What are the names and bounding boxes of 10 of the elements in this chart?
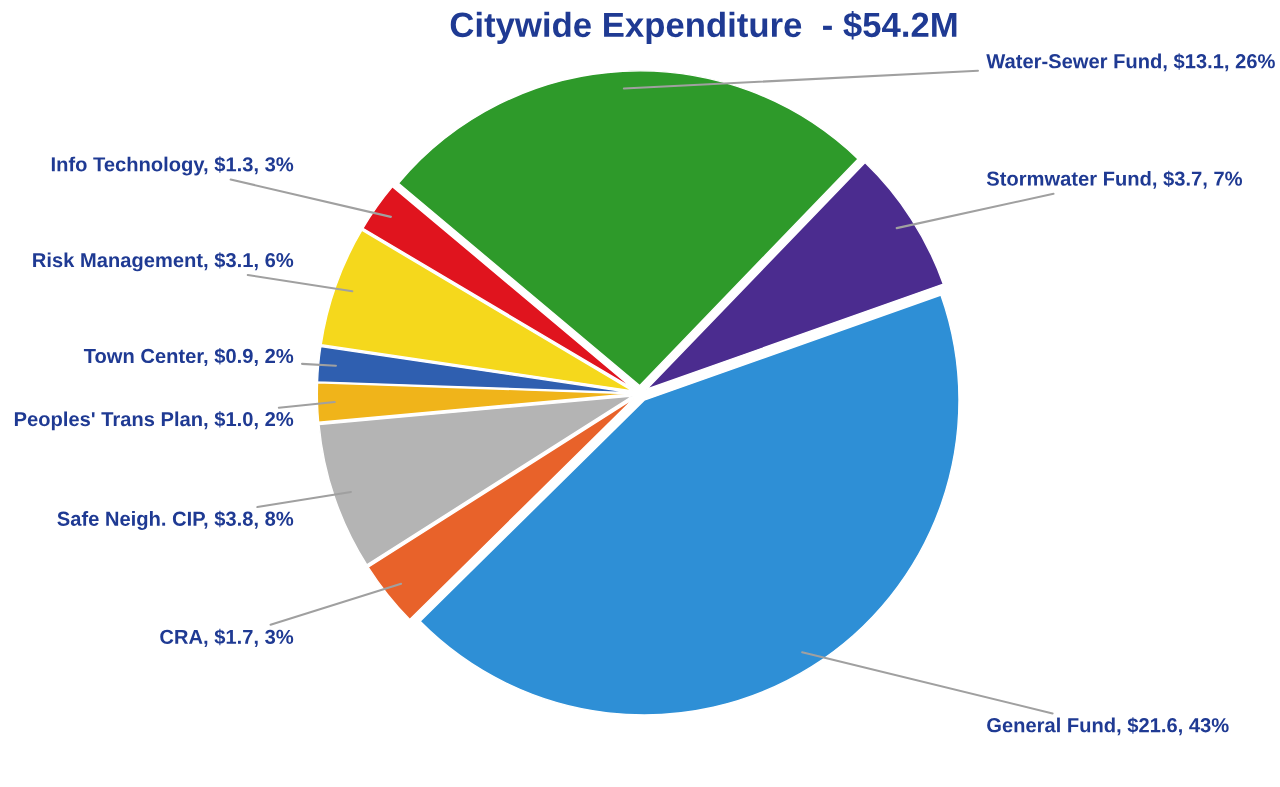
slice-label: Info Technology, $1.3, 3% bbox=[51, 156, 294, 176]
slice-label: Stormwater Fund, $3.7, 7% bbox=[986, 170, 1243, 189]
slice-label: Peoples' Trans Plan, $1.0, 2% bbox=[14, 411, 294, 431]
slice-label: General Fund, $21.6, 43% bbox=[987, 717, 1229, 736]
slice-label: CRA, $1.7, 3% bbox=[160, 628, 294, 647]
slice-label: Town Center, $0.9, 2% bbox=[83, 347, 294, 367]
slice-label: Risk Management, $3.1, 6% bbox=[33, 252, 294, 272]
slice-label: Water-Sewer Fund, $13.1, 26% bbox=[986, 53, 1275, 72]
chart-title: Citywide Expenditure - $54.2M bbox=[450, 11, 957, 45]
slice-label: Safe Neigh. CIP, $3.8, 8% bbox=[57, 510, 294, 530]
